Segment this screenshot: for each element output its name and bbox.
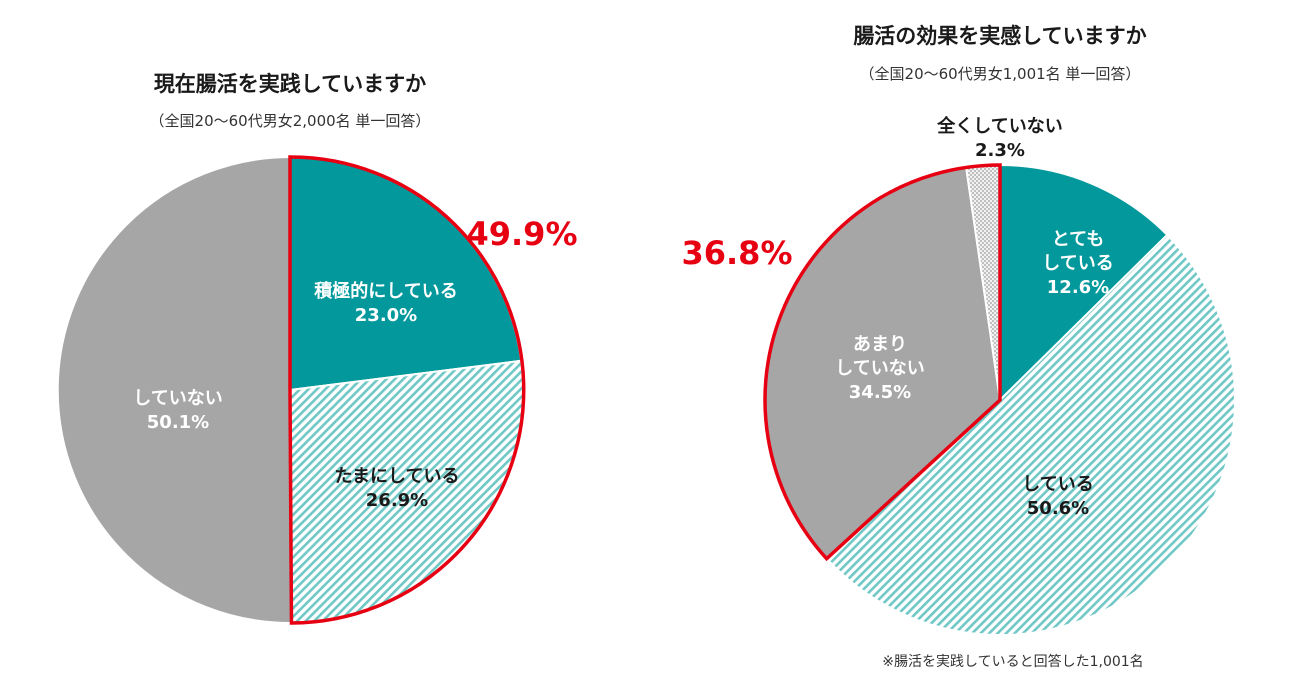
- chart-1-pie: [56, 155, 526, 625]
- chart-1-subtitle: （全国20～60代男女2,000名 単一回答）: [150, 112, 431, 130]
- chart-1-highlight-label: 49.9%: [466, 215, 577, 253]
- chart-2-slice-2: [825, 233, 1236, 636]
- chart-2-pie: [763, 163, 1236, 636]
- chart-2-slice-1-label: とてもしている 12.6%: [1042, 229, 1113, 298]
- chart-2-highlight-outline: [763, 163, 1002, 562]
- chart-1-slice-3: [56, 155, 293, 625]
- chart-1-highlight-outline: [288, 155, 526, 625]
- chart-2-title: 腸活の効果を実感していますか: [853, 24, 1146, 48]
- chart-2-footnote: ※腸活を実践していると回答した1,001名: [882, 653, 1143, 670]
- chart-2-slice-4-label: 全くしていない 2.3%: [936, 115, 1062, 161]
- chart-2-labels: とてもしている 12.6% している 50.6% あまりしていない 34.5% 全くしていな…: [835, 115, 1113, 519]
- chart-1-title: 現在腸活を実践していますか: [154, 72, 426, 96]
- chart-2-slice-3-label: あまりしていない 34.5%: [835, 334, 924, 403]
- chart-1: 現在腸活を実践していますか （全国20～60代男女2,000名 単一回答） 積極…: [56, 72, 578, 625]
- chart-2-slice-1: [999, 163, 1169, 403]
- chart-1-slice-2-label: たまにしている 26.9%: [335, 466, 460, 511]
- chart-1-labels: 積極的にしている 23.0% たまにしている 26.9% していない 50.1%: [133, 280, 459, 511]
- chart-2: 腸活の効果を実感していますか （全国20～60代男女1,001名 単一回答） と…: [681, 24, 1236, 670]
- chart-2-subtitle: （全国20～60代男女1,001名 単一回答）: [860, 65, 1141, 83]
- chart-1-slice-3-label: していない 50.1%: [133, 388, 222, 433]
- chart-2-slice-2-label: している 50.6%: [1022, 474, 1093, 519]
- chart-1-slice-1-label: 積極的にしている 23.0%: [313, 280, 457, 326]
- chart-2-highlight-label: 36.8%: [681, 234, 792, 272]
- chart-1-slice-1: [289, 155, 523, 392]
